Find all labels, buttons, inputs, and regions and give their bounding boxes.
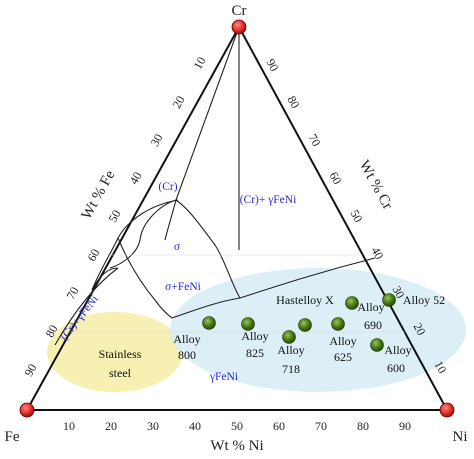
alloy-718-marker [282, 330, 296, 344]
left-tick: 10 [190, 54, 208, 71]
left-tick: 30 [147, 131, 165, 148]
alloy-600-marker [370, 338, 384, 352]
hastelloy-x-label: Hastelloy X [276, 293, 334, 307]
bottom-tick: 70 [315, 419, 327, 433]
right-axis-title: Wt % Cr [356, 158, 396, 212]
cr-corner-marker [231, 19, 247, 35]
fe-corner-marker [19, 402, 35, 418]
alloy-690-marker [345, 296, 359, 310]
right-tick: 40 [368, 244, 386, 261]
phase-label-cr: (Cr) [158, 181, 177, 193]
alloy-625-marker [331, 317, 345, 331]
right-ticks: 90 80 70 60 50 40 30 20 10 [263, 56, 449, 375]
stainless-label-line2: steel [109, 366, 132, 380]
left-ticks: 90 80 70 60 50 40 30 20 10 [21, 54, 208, 378]
left-tick: 40 [126, 169, 144, 186]
bottom-tick: 60 [273, 419, 285, 433]
cr-corner-label: Cr [232, 3, 247, 19]
phase-boundaries [54, 26, 376, 346]
alloy-800-number: 800 [178, 348, 196, 362]
bottom-tick: 50 [231, 419, 243, 433]
left-tick: 20 [169, 93, 187, 110]
right-tick: 70 [305, 131, 323, 148]
left-tick: 70 [63, 284, 81, 301]
ni-corner-label: Ni [453, 429, 468, 445]
bottom-tick: 10 [63, 419, 75, 433]
right-tick: 90 [263, 56, 281, 73]
alloy-800-marker [202, 316, 216, 330]
phase-label-cr-gfeni: (Cr)+ γFeNi [240, 194, 297, 206]
fe-corner-label: Fe [5, 429, 20, 445]
phase-label-sigma-feni: σ+FeNi [165, 281, 201, 293]
alloy-825-label: Alloy [241, 329, 268, 343]
alloy-625-label: Alloy [329, 334, 356, 348]
alloy-825-marker [241, 317, 255, 331]
grid-hint [70, 254, 405, 333]
alloy-52-marker [382, 293, 396, 307]
alloy-718-label: Alloy [277, 343, 304, 357]
alloy-825-number: 825 [246, 346, 264, 360]
alloy-52-label: Alloy 52 [403, 293, 445, 307]
left-tick: 60 [84, 246, 102, 263]
stainless-label-line1: Stainless [99, 347, 142, 361]
bottom-tick: 90 [399, 419, 411, 433]
bottom-tick: 20 [105, 419, 117, 433]
ni-corner-marker [439, 402, 455, 418]
triangle-frame [25, 24, 449, 411]
alloy-600-number: 600 [387, 361, 405, 375]
alloy-690-label: Alloy [357, 300, 384, 314]
left-tick: 90 [21, 361, 39, 378]
alloy-600-label: Alloy [384, 343, 411, 357]
bottom-ticks: 10 20 30 40 50 60 70 80 90 [63, 419, 411, 433]
alloy-800-label: Alloy [173, 332, 200, 346]
bottom-axis-title: Wt % Ni [210, 438, 263, 454]
right-tick: 10 [431, 358, 449, 375]
alloy-625-number: 625 [334, 350, 352, 364]
right-tick: 80 [284, 93, 302, 110]
left-tick: 80 [42, 322, 60, 339]
bottom-tick: 80 [357, 419, 369, 433]
alloy-718-number: 718 [282, 362, 300, 376]
left-tick: 50 [105, 207, 123, 224]
right-tick: 60 [326, 169, 344, 186]
bottom-tick: 30 [147, 419, 159, 433]
alloy-690-number: 690 [364, 318, 382, 332]
right-tick: 50 [347, 207, 365, 224]
hastelloy-x-marker [298, 318, 312, 332]
phase-label-gfeni: γFeNi [209, 371, 238, 383]
right-tick: 20 [410, 320, 428, 337]
phase-label-sigma: σ [174, 241, 181, 253]
bottom-tick: 40 [189, 419, 201, 433]
alloy-markers [202, 293, 396, 352]
